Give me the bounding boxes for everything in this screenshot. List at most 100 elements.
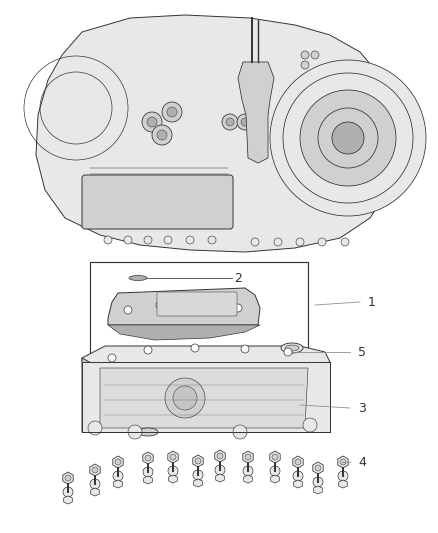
Ellipse shape [129,276,147,280]
Circle shape [142,112,162,132]
Text: 1: 1 [368,295,376,309]
Polygon shape [108,325,260,340]
Circle shape [164,236,172,244]
Text: 5: 5 [358,345,366,359]
Circle shape [313,477,323,487]
Polygon shape [270,451,280,463]
Circle shape [113,471,123,481]
Circle shape [300,90,396,186]
Circle shape [144,236,152,244]
Circle shape [311,51,319,59]
Circle shape [272,454,278,460]
Ellipse shape [285,345,299,351]
Circle shape [222,114,238,130]
Circle shape [128,425,142,439]
Polygon shape [313,462,323,474]
Circle shape [157,130,167,140]
Circle shape [90,479,100,489]
Circle shape [284,348,292,356]
Polygon shape [90,464,100,476]
Text: 3: 3 [358,401,366,415]
Circle shape [215,465,225,475]
FancyBboxPatch shape [157,292,237,316]
Circle shape [301,61,309,69]
Circle shape [165,378,205,418]
Circle shape [243,466,253,476]
Circle shape [124,306,132,314]
Polygon shape [314,486,322,494]
Polygon shape [82,358,100,432]
Circle shape [186,236,194,244]
Polygon shape [108,288,260,325]
Circle shape [208,236,216,244]
Circle shape [145,455,151,461]
Circle shape [341,238,349,246]
Circle shape [104,236,112,244]
Circle shape [296,238,304,246]
Circle shape [167,107,177,117]
Polygon shape [114,480,122,488]
Polygon shape [193,455,203,467]
FancyBboxPatch shape [82,175,233,229]
Circle shape [338,471,348,481]
Circle shape [88,421,102,435]
Circle shape [233,425,247,439]
Polygon shape [36,15,398,252]
Circle shape [173,386,197,410]
Polygon shape [293,480,302,488]
Circle shape [241,118,249,126]
Ellipse shape [281,343,303,353]
Polygon shape [144,476,152,484]
Circle shape [144,346,152,354]
Circle shape [143,467,153,477]
Circle shape [147,117,157,127]
Circle shape [115,459,121,465]
Circle shape [237,114,253,130]
Circle shape [124,236,132,244]
Polygon shape [338,456,348,468]
Polygon shape [244,475,252,483]
Polygon shape [143,452,153,464]
Polygon shape [238,62,274,163]
Text: 2: 2 [234,271,242,285]
Bar [90,262,308,364]
Polygon shape [64,496,72,504]
Circle shape [245,454,251,460]
Ellipse shape [138,428,158,436]
Polygon shape [243,451,253,463]
Circle shape [170,454,176,460]
Bar [82,362,330,432]
Polygon shape [215,450,225,462]
Circle shape [226,118,234,126]
Circle shape [270,60,426,216]
Circle shape [156,301,164,309]
Circle shape [301,51,309,59]
Polygon shape [113,456,123,468]
Circle shape [270,466,280,476]
Circle shape [241,345,249,353]
Circle shape [195,458,201,464]
Polygon shape [100,368,308,428]
Polygon shape [339,480,347,488]
Circle shape [217,453,223,459]
Circle shape [162,102,182,122]
Circle shape [295,459,301,465]
Polygon shape [91,488,99,496]
Polygon shape [194,479,202,487]
Circle shape [65,475,71,481]
Circle shape [191,344,199,352]
Circle shape [274,238,282,246]
Polygon shape [169,475,177,483]
Circle shape [332,122,364,154]
Circle shape [315,465,321,471]
Circle shape [201,300,209,308]
Polygon shape [293,456,303,468]
Circle shape [193,470,203,480]
Text: 4: 4 [358,456,366,469]
Circle shape [251,238,259,246]
Polygon shape [63,472,73,484]
Circle shape [234,304,242,312]
Circle shape [168,466,178,476]
Circle shape [293,471,303,481]
Circle shape [108,354,116,362]
